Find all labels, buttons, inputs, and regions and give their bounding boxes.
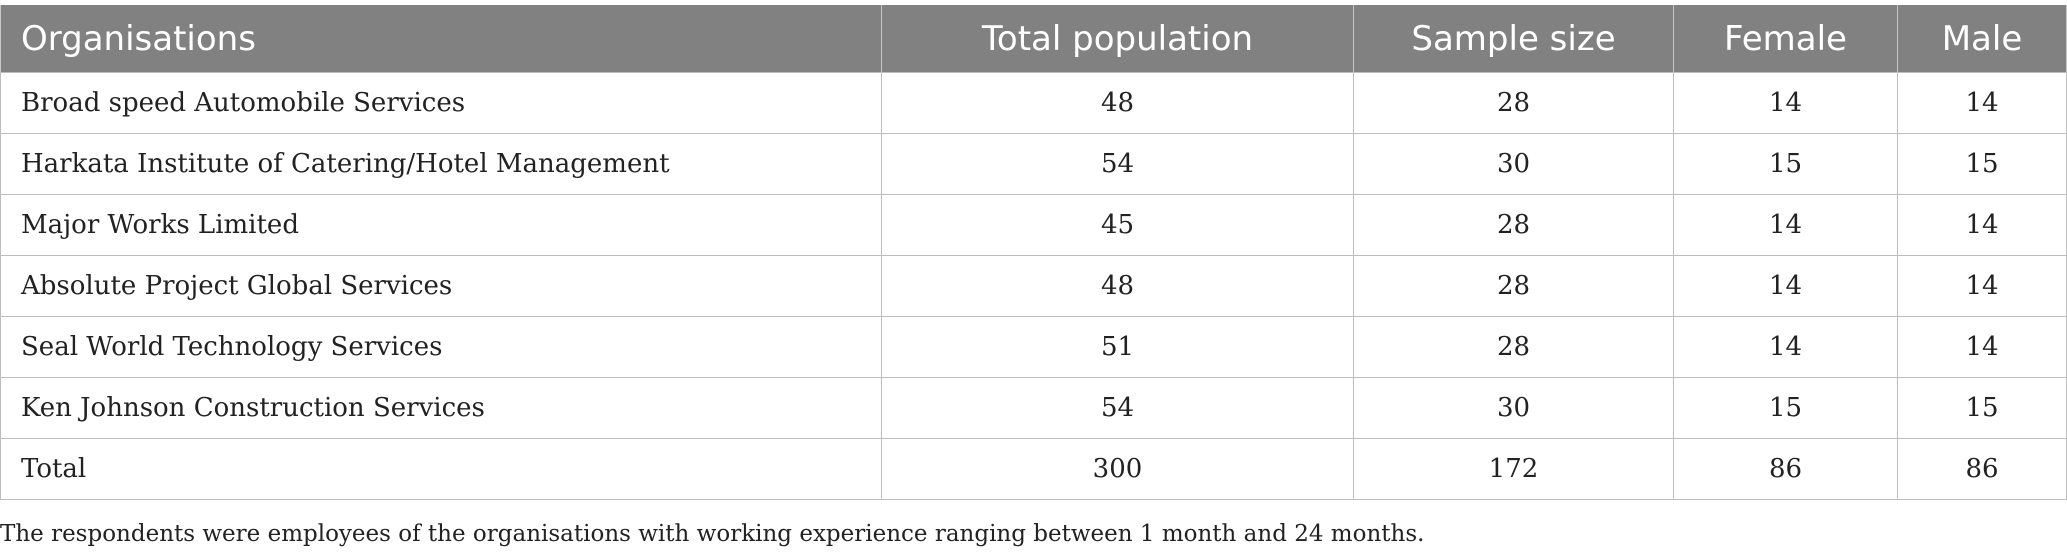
table-header: Organisations Total population Sample si… — [0, 5, 2067, 73]
cell-female: 14 — [1673, 194, 1898, 256]
table-row: Absolute Project Global Services 48 28 1… — [0, 255, 2067, 317]
table-footnote: The respondents were employees of the or… — [0, 521, 1425, 547]
cell-sample-size: 30 — [1353, 133, 1674, 195]
cell-total-population: 48 — [881, 255, 1354, 317]
cell-organisation: Major Works Limited — [0, 194, 882, 256]
cell-organisation: Ken Johnson Construction Services — [0, 377, 882, 439]
cell-sample-size: 28 — [1353, 316, 1674, 378]
cell-sample-size: 28 — [1353, 194, 1674, 256]
cell-organisation: Seal World Technology Services — [0, 316, 882, 378]
cell-male: 14 — [1897, 194, 2067, 256]
cell-organisation: Absolute Project Global Services — [0, 255, 882, 317]
table-row: Major Works Limited 45 28 14 14 — [0, 194, 2067, 256]
data-table-container: Organisations Total population Sample si… — [0, 5, 2067, 500]
organisations-table: Organisations Total population Sample si… — [0, 5, 2067, 500]
header-male: Male — [1897, 5, 2067, 73]
cell-sample-size: 30 — [1353, 377, 1674, 439]
cell-male: 15 — [1897, 133, 2067, 195]
cell-organisation: Broad speed Automobile Services — [0, 72, 882, 134]
table-row: Seal World Technology Services 51 28 14 … — [0, 316, 2067, 378]
table-row-total: Total 300 172 86 86 — [0, 438, 2067, 500]
cell-female: 15 — [1673, 377, 1898, 439]
cell-sample-size: 28 — [1353, 72, 1674, 134]
header-row: Organisations Total population Sample si… — [0, 5, 2067, 73]
cell-female: 86 — [1673, 438, 1898, 500]
cell-organisation: Harkata Institute of Catering/Hotel Mana… — [0, 133, 882, 195]
cell-male: 14 — [1897, 72, 2067, 134]
header-sample-size: Sample size — [1353, 5, 1674, 73]
table-row: Harkata Institute of Catering/Hotel Mana… — [0, 133, 2067, 195]
table-row: Ken Johnson Construction Services 54 30 … — [0, 377, 2067, 439]
cell-female: 14 — [1673, 316, 1898, 378]
cell-sample-size: 28 — [1353, 255, 1674, 317]
cell-male: 86 — [1897, 438, 2067, 500]
cell-organisation: Total — [0, 438, 882, 500]
cell-total-population: 300 — [881, 438, 1354, 500]
cell-male: 15 — [1897, 377, 2067, 439]
header-organisations: Organisations — [0, 5, 882, 73]
header-total-population: Total population — [881, 5, 1354, 73]
cell-total-population: 48 — [881, 72, 1354, 134]
cell-female: 14 — [1673, 255, 1898, 317]
cell-total-population: 45 — [881, 194, 1354, 256]
cell-female: 14 — [1673, 72, 1898, 134]
cell-total-population: 51 — [881, 316, 1354, 378]
cell-male: 14 — [1897, 316, 2067, 378]
header-female: Female — [1673, 5, 1898, 73]
table-body: Broad speed Automobile Services 48 28 14… — [0, 72, 2067, 500]
cell-male: 14 — [1897, 255, 2067, 317]
cell-total-population: 54 — [881, 377, 1354, 439]
cell-total-population: 54 — [881, 133, 1354, 195]
cell-female: 15 — [1673, 133, 1898, 195]
table-row: Broad speed Automobile Services 48 28 14… — [0, 72, 2067, 134]
cell-sample-size: 172 — [1353, 438, 1674, 500]
